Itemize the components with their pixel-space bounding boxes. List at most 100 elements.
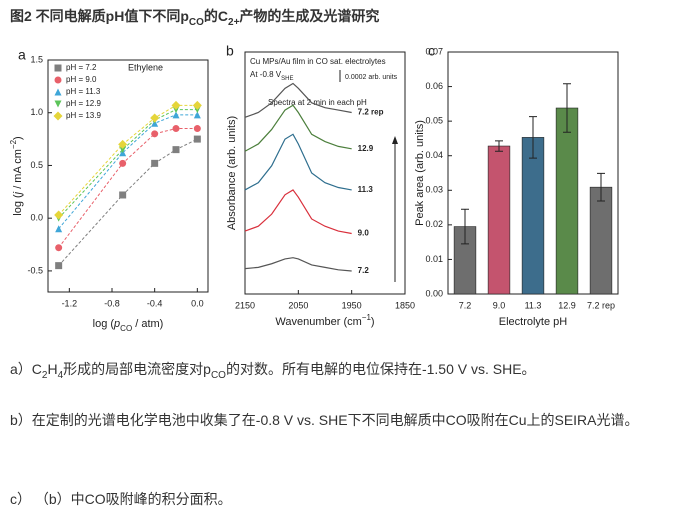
- caption-text: b）在定制的光谱电化学电池中收集了在-0.8 V vs. SHE下不同电解质中C…: [10, 412, 639, 428]
- bar: [555, 107, 579, 295]
- error-bar: [597, 172, 605, 202]
- marker: [55, 225, 63, 233]
- marker: [53, 111, 63, 121]
- figure: a b c log (j / mA cm−2) log (pCO / atm) …: [9, 43, 619, 332]
- note-part: SHE: [281, 76, 293, 82]
- marker: [192, 100, 202, 110]
- label-part: p: [113, 318, 120, 330]
- series-label: 7.2 rep: [358, 108, 384, 117]
- y-tick-label: 0.03: [425, 185, 443, 195]
- caption-text: 形成的局部电流密度对p: [63, 361, 211, 377]
- x-tick-label: 11.3: [525, 300, 542, 310]
- x-axis-label: Wavenumber (cm−1): [275, 313, 374, 328]
- label-part: ): [371, 316, 375, 328]
- label-part: −2: [9, 139, 18, 149]
- marker: [172, 111, 180, 119]
- label-part: −1: [362, 313, 372, 322]
- error-bar: [461, 208, 469, 245]
- marker: [119, 191, 127, 199]
- figure-title: 图2 不同电解质pH值下不同pCO的C2+产物的生成及光谱研究: [10, 6, 379, 28]
- marker: [55, 244, 63, 252]
- y-tick-label: 1.5: [30, 54, 43, 64]
- marker: [172, 125, 180, 133]
- panel-letter: c: [428, 43, 435, 59]
- x-tick-label: 9.0: [493, 300, 506, 310]
- legend-label: pH = 11.3: [66, 87, 101, 96]
- y-tick-label: 1.0: [30, 107, 43, 117]
- legend-label: pH = 13.9: [66, 111, 101, 120]
- series-label: 12.9: [358, 144, 374, 153]
- series-line: [58, 138, 198, 266]
- plot-frame: [244, 51, 406, 295]
- y-tick-label: 0.01: [425, 254, 443, 264]
- series-label: 7.2: [358, 266, 370, 275]
- label-part: log (: [12, 194, 24, 216]
- title-sub: CO: [188, 16, 204, 28]
- note: Cu MPs/Au film in CO sat. electrolytes: [250, 57, 386, 66]
- error-bar: [529, 116, 537, 159]
- marker: [54, 210, 64, 220]
- series-line: [244, 82, 352, 118]
- note: 0.0002 arb. units: [345, 74, 398, 81]
- marker: [118, 139, 128, 149]
- x-tick-label: -1.2: [62, 298, 78, 308]
- title-sub: 2+: [228, 16, 240, 28]
- y-axis-label: Absorbance (arb. units): [226, 116, 238, 230]
- marker: [54, 100, 62, 108]
- marker: [54, 76, 62, 84]
- series-line: [58, 128, 198, 249]
- series-label: 9.0: [358, 229, 370, 238]
- y-tick-label: 0.02: [425, 219, 443, 229]
- x-tick-label: -0.4: [147, 298, 163, 308]
- x-tick-label: 2050: [288, 300, 308, 310]
- error-bar: [563, 83, 571, 133]
- y-tick-label: 0.06: [425, 81, 443, 91]
- x-axis-label: Electrolyte pH: [499, 316, 568, 328]
- marker: [193, 135, 201, 143]
- note-part: At -0.8 V: [250, 70, 282, 79]
- bar: [589, 186, 613, 295]
- error-bar: [495, 140, 503, 152]
- plot-frame: [47, 59, 209, 293]
- annotation: Ethylene: [128, 62, 163, 72]
- marker: [193, 125, 201, 133]
- y-tick-label: 0.00: [425, 288, 443, 298]
- series-line: [244, 104, 352, 152]
- marker: [150, 113, 160, 123]
- label-part: CO: [120, 324, 132, 332]
- x-axis-label: log (pCO / atm): [93, 318, 164, 332]
- x-tick-label: 0.0: [191, 298, 204, 308]
- y-axis-label: Peak area (arb. units): [414, 120, 426, 226]
- caption-text: 的对数。所有电解的电位保持在-1.50 V vs. SHE。: [225, 361, 536, 377]
- x-tick-label: 1950: [342, 300, 362, 310]
- marker: [151, 130, 159, 138]
- x-tick-label: -0.8: [104, 298, 120, 308]
- y-tick-label: -0.5: [27, 265, 43, 275]
- caption-text: a）C: [10, 361, 42, 377]
- marker: [151, 159, 159, 167]
- legend-label: pH = 9.0: [66, 75, 97, 84]
- x-tick-label: 2150: [235, 300, 255, 310]
- caption: a）C2H4形成的局部电流密度对pCO的对数。所有电解的电位保持在-1.50 V…: [10, 354, 686, 391]
- series-line: [244, 189, 352, 235]
- legend-label: pH = 12.9: [66, 99, 101, 108]
- series-label: 11.3: [358, 185, 374, 194]
- title-text: 产物的生成及光谱研究: [239, 8, 380, 24]
- caption-text: c） （b）中CO吸附峰的积分面积。: [10, 491, 232, 507]
- note: Spectra at 2 min in each pH: [268, 98, 367, 107]
- caption-sub: 2: [41, 369, 48, 381]
- panel-letter: a: [18, 47, 26, 63]
- panel-letter: b: [226, 43, 234, 59]
- label-part: j: [12, 191, 24, 196]
- series-line: [58, 104, 198, 216]
- caption: c） （b）中CO吸附峰的积分面积。: [10, 484, 686, 514]
- y-tick-label: 0.05: [425, 116, 443, 126]
- x-tick-label: 7.2 rep: [587, 300, 615, 310]
- x-tick-label: 1850: [395, 300, 415, 310]
- title-text: 的C: [203, 8, 229, 24]
- y-tick-label: 0.04: [425, 150, 443, 160]
- note: At -0.8 VSHE: [250, 70, 293, 81]
- series-line: [244, 133, 352, 191]
- x-tick-label: 7.2: [459, 300, 472, 310]
